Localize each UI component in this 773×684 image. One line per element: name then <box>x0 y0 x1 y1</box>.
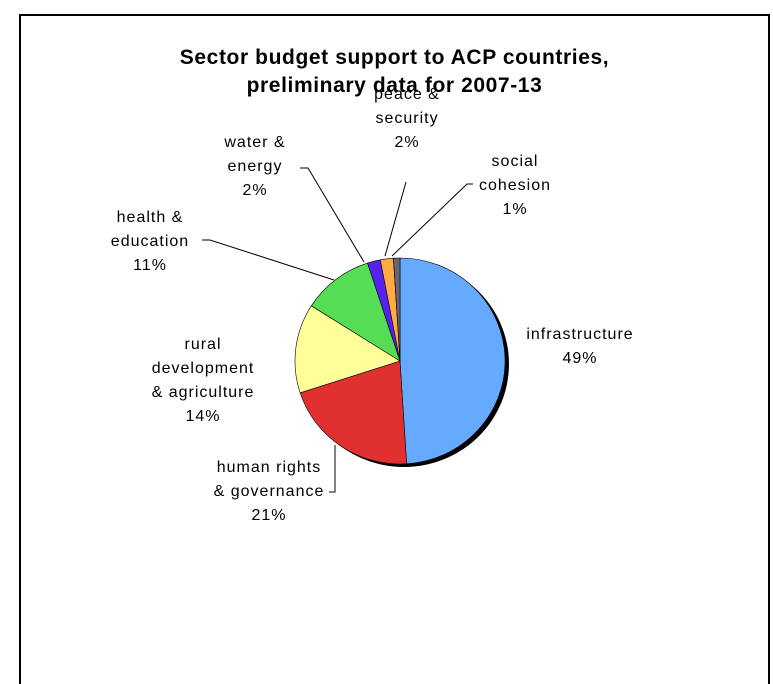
slice-label-line-5: security <box>375 110 438 127</box>
slice-pct-label-4: 2% <box>242 182 267 199</box>
pie-slice-1 <box>299 360 407 465</box>
pie-slice-2 <box>294 305 401 394</box>
chart-title-line-2: preliminary data for 2007-13 <box>246 74 543 97</box>
chart-title-line-1: Sector budget support to ACP countries, <box>179 46 610 69</box>
slice-pct-label-0: 49% <box>562 350 597 367</box>
slice-pct-label-5: 2% <box>394 134 419 151</box>
chart-frame <box>19 14 770 684</box>
slice-label-line-6: social <box>492 153 539 170</box>
slice-label-line-3: health & <box>117 209 184 226</box>
leader-line-3 <box>202 239 335 281</box>
slice-label-line-6: cohesion <box>479 177 551 194</box>
slice-label-line-1: & governance <box>214 483 325 500</box>
chart-title: Sector budget support to ACP countries, … <box>19 44 770 100</box>
slice-pct-label-1: 21% <box>251 507 286 524</box>
pie-slice-6 <box>393 257 401 362</box>
slice-label-line-2: rural <box>184 336 221 353</box>
slice-label-line-2: development <box>152 360 255 377</box>
slice-label-line-4: energy <box>228 158 283 175</box>
slice-pct-label-6: 1% <box>502 201 527 218</box>
pie-slice-0 <box>399 257 506 465</box>
leader-line-4 <box>300 167 365 263</box>
slice-pct-label-3: 11% <box>133 257 167 274</box>
leader-line-5 <box>384 181 407 257</box>
leader-line-6 <box>391 183 473 257</box>
slice-pct-label-2: 14% <box>185 408 220 425</box>
slice-label-line-5: peace & <box>374 86 440 103</box>
slice-label-line-3: education <box>111 233 189 250</box>
slice-label-line-0: infrastructure <box>526 326 633 343</box>
slice-label-line-1: human rights <box>217 459 322 476</box>
slice-label-line-4: water & <box>223 134 285 151</box>
pie-slice-3 <box>310 262 401 362</box>
leader-line-1 <box>329 445 336 493</box>
slice-label-line-2: & agriculture <box>152 384 255 401</box>
